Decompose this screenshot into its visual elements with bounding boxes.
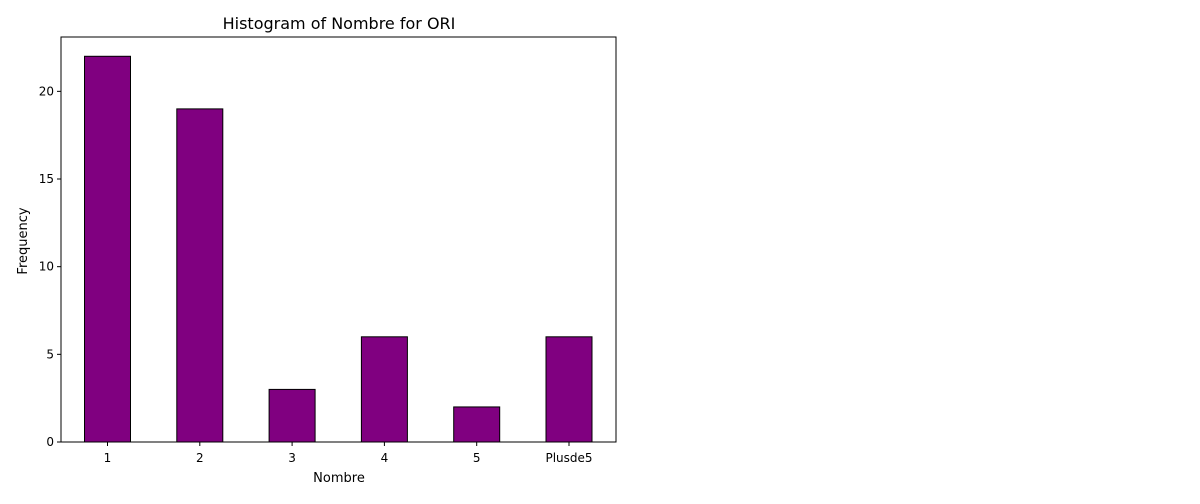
- x-axis-title: Nombre: [313, 471, 365, 486]
- bar-2: [176, 108, 224, 443]
- x-tick-label: 4: [381, 451, 389, 465]
- bar-3: [268, 388, 316, 443]
- x-tick-label: 5: [473, 451, 481, 465]
- chart-title: Histogram of Nombre for ORI: [223, 14, 456, 33]
- bar-5: [453, 406, 501, 443]
- bar-1: [84, 55, 131, 443]
- x-tick-label: 1: [104, 451, 112, 465]
- bars-group: [84, 55, 593, 443]
- x-tick-label: 3: [288, 451, 296, 465]
- y-axis: 0 5 10 15 20: [39, 84, 61, 449]
- y-tick-label: 10: [39, 260, 54, 274]
- bar-4: [360, 336, 408, 443]
- y-tick-label: 15: [39, 172, 54, 186]
- y-tick-label: 0: [46, 435, 54, 449]
- y-tick-label: 5: [46, 347, 54, 361]
- plot-area: [60, 36, 617, 443]
- bar-Plusde5: [545, 336, 593, 443]
- plot-frame: [60, 36, 617, 443]
- x-axis: 1 2 3 4 5 Plusde5: [104, 442, 593, 465]
- x-tick-label: Plusde5: [545, 451, 592, 465]
- x-tick-label: 2: [196, 451, 204, 465]
- y-axis-title: Frequency: [16, 207, 31, 274]
- y-tick-label: 20: [39, 84, 54, 98]
